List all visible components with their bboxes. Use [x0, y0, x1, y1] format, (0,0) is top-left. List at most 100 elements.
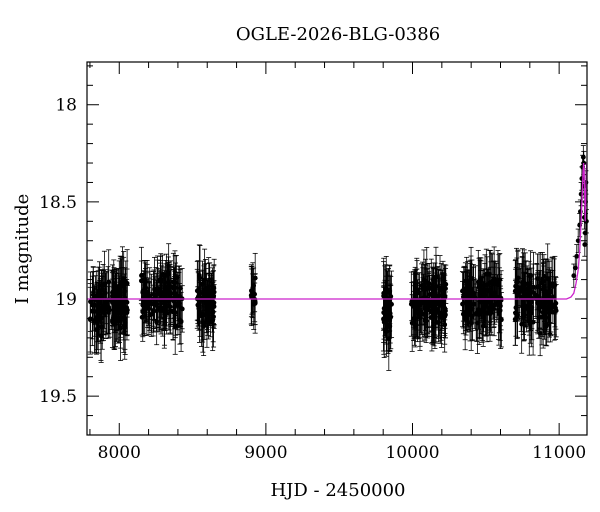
data-point	[196, 286, 202, 331]
x-tick-label: 8000	[98, 443, 141, 463]
data-point	[121, 256, 127, 301]
data-point	[201, 296, 207, 356]
point-marker	[480, 323, 486, 329]
data-point	[424, 268, 430, 310]
data-point	[529, 274, 535, 341]
y-tick-label: 18	[55, 96, 77, 116]
point-marker	[439, 301, 445, 307]
point-marker	[460, 294, 466, 300]
point-marker	[541, 303, 547, 309]
data-point	[482, 268, 488, 314]
point-marker	[521, 309, 526, 315]
data-point	[87, 286, 93, 353]
point-marker	[252, 275, 258, 281]
point-marker	[196, 306, 202, 311]
point-marker	[522, 303, 528, 309]
data-point	[252, 252, 258, 304]
point-marker	[494, 301, 500, 306]
y-axis-label: I magnitude	[12, 194, 33, 305]
point-marker	[487, 271, 492, 277]
point-marker	[153, 287, 159, 293]
data-point	[514, 247, 520, 317]
point-marker	[142, 290, 148, 296]
data-point	[171, 278, 177, 325]
point-marker	[543, 289, 549, 295]
data-point	[443, 268, 449, 310]
x-tick-label: 11000	[532, 443, 586, 463]
data-point	[468, 276, 474, 332]
point-marker	[535, 294, 541, 299]
data-point	[167, 264, 173, 320]
point-marker	[143, 298, 149, 304]
point-marker	[412, 315, 417, 321]
point-marker	[177, 285, 183, 291]
data-point	[512, 293, 518, 346]
point-marker	[197, 275, 203, 281]
data-point	[90, 266, 96, 324]
data-point	[414, 274, 420, 338]
data-point	[142, 262, 148, 324]
point-marker	[487, 305, 492, 311]
data-point	[543, 258, 549, 326]
axis-ticks: 8000 9000 10000 11000 18 18.5 19 19.5	[39, 62, 587, 463]
y-tick-label: 19	[55, 290, 77, 310]
point-marker	[443, 286, 448, 292]
data-point	[172, 283, 178, 330]
data-point	[439, 276, 445, 332]
data-point	[138, 246, 144, 305]
point-marker	[203, 286, 209, 291]
data-point	[575, 228, 581, 253]
data-point	[196, 282, 202, 343]
point-marker	[420, 295, 426, 301]
data-point	[143, 280, 149, 323]
point-marker	[96, 313, 101, 319]
point-marker	[463, 278, 468, 284]
point-marker	[529, 305, 535, 310]
y-tick-label: 19.5	[39, 387, 77, 407]
point-marker	[98, 299, 103, 305]
point-marker	[427, 292, 433, 298]
point-marker	[552, 282, 558, 288]
point-marker	[252, 291, 258, 297]
data-point	[522, 284, 528, 328]
data-point	[460, 272, 466, 322]
point-marker	[460, 301, 465, 307]
data-point	[426, 263, 432, 304]
data-point	[552, 255, 558, 315]
plot-frame	[86, 61, 588, 436]
data-point	[431, 280, 437, 344]
x-axis-label: HJD - 2450000	[270, 480, 405, 501]
data-point	[90, 271, 96, 340]
point-marker	[154, 303, 159, 308]
point-marker	[122, 323, 128, 329]
point-marker	[417, 315, 423, 321]
point-marker	[148, 311, 154, 317]
x-tick-label: 9000	[244, 443, 287, 463]
point-marker	[389, 301, 394, 307]
point-marker	[90, 292, 96, 298]
data-point	[490, 253, 496, 315]
data-point	[148, 291, 154, 337]
model-curve	[87, 162, 588, 300]
point-marker	[551, 309, 557, 315]
data-point	[154, 282, 160, 329]
data-point	[513, 278, 519, 337]
point-marker	[387, 323, 393, 329]
data-point	[146, 281, 152, 329]
point-marker	[139, 273, 144, 278]
data-point	[546, 276, 552, 338]
point-marker	[475, 279, 481, 285]
data-point	[516, 263, 522, 321]
point-marker	[172, 303, 178, 309]
point-marker	[382, 305, 388, 311]
data-point	[122, 291, 128, 360]
point-marker	[512, 316, 518, 322]
point-marker	[111, 315, 117, 321]
data-point	[387, 301, 393, 351]
point-marker	[426, 281, 432, 286]
point-marker	[431, 309, 436, 315]
point-marker	[107, 307, 113, 313]
point-marker	[121, 276, 127, 281]
point-marker	[543, 315, 549, 320]
